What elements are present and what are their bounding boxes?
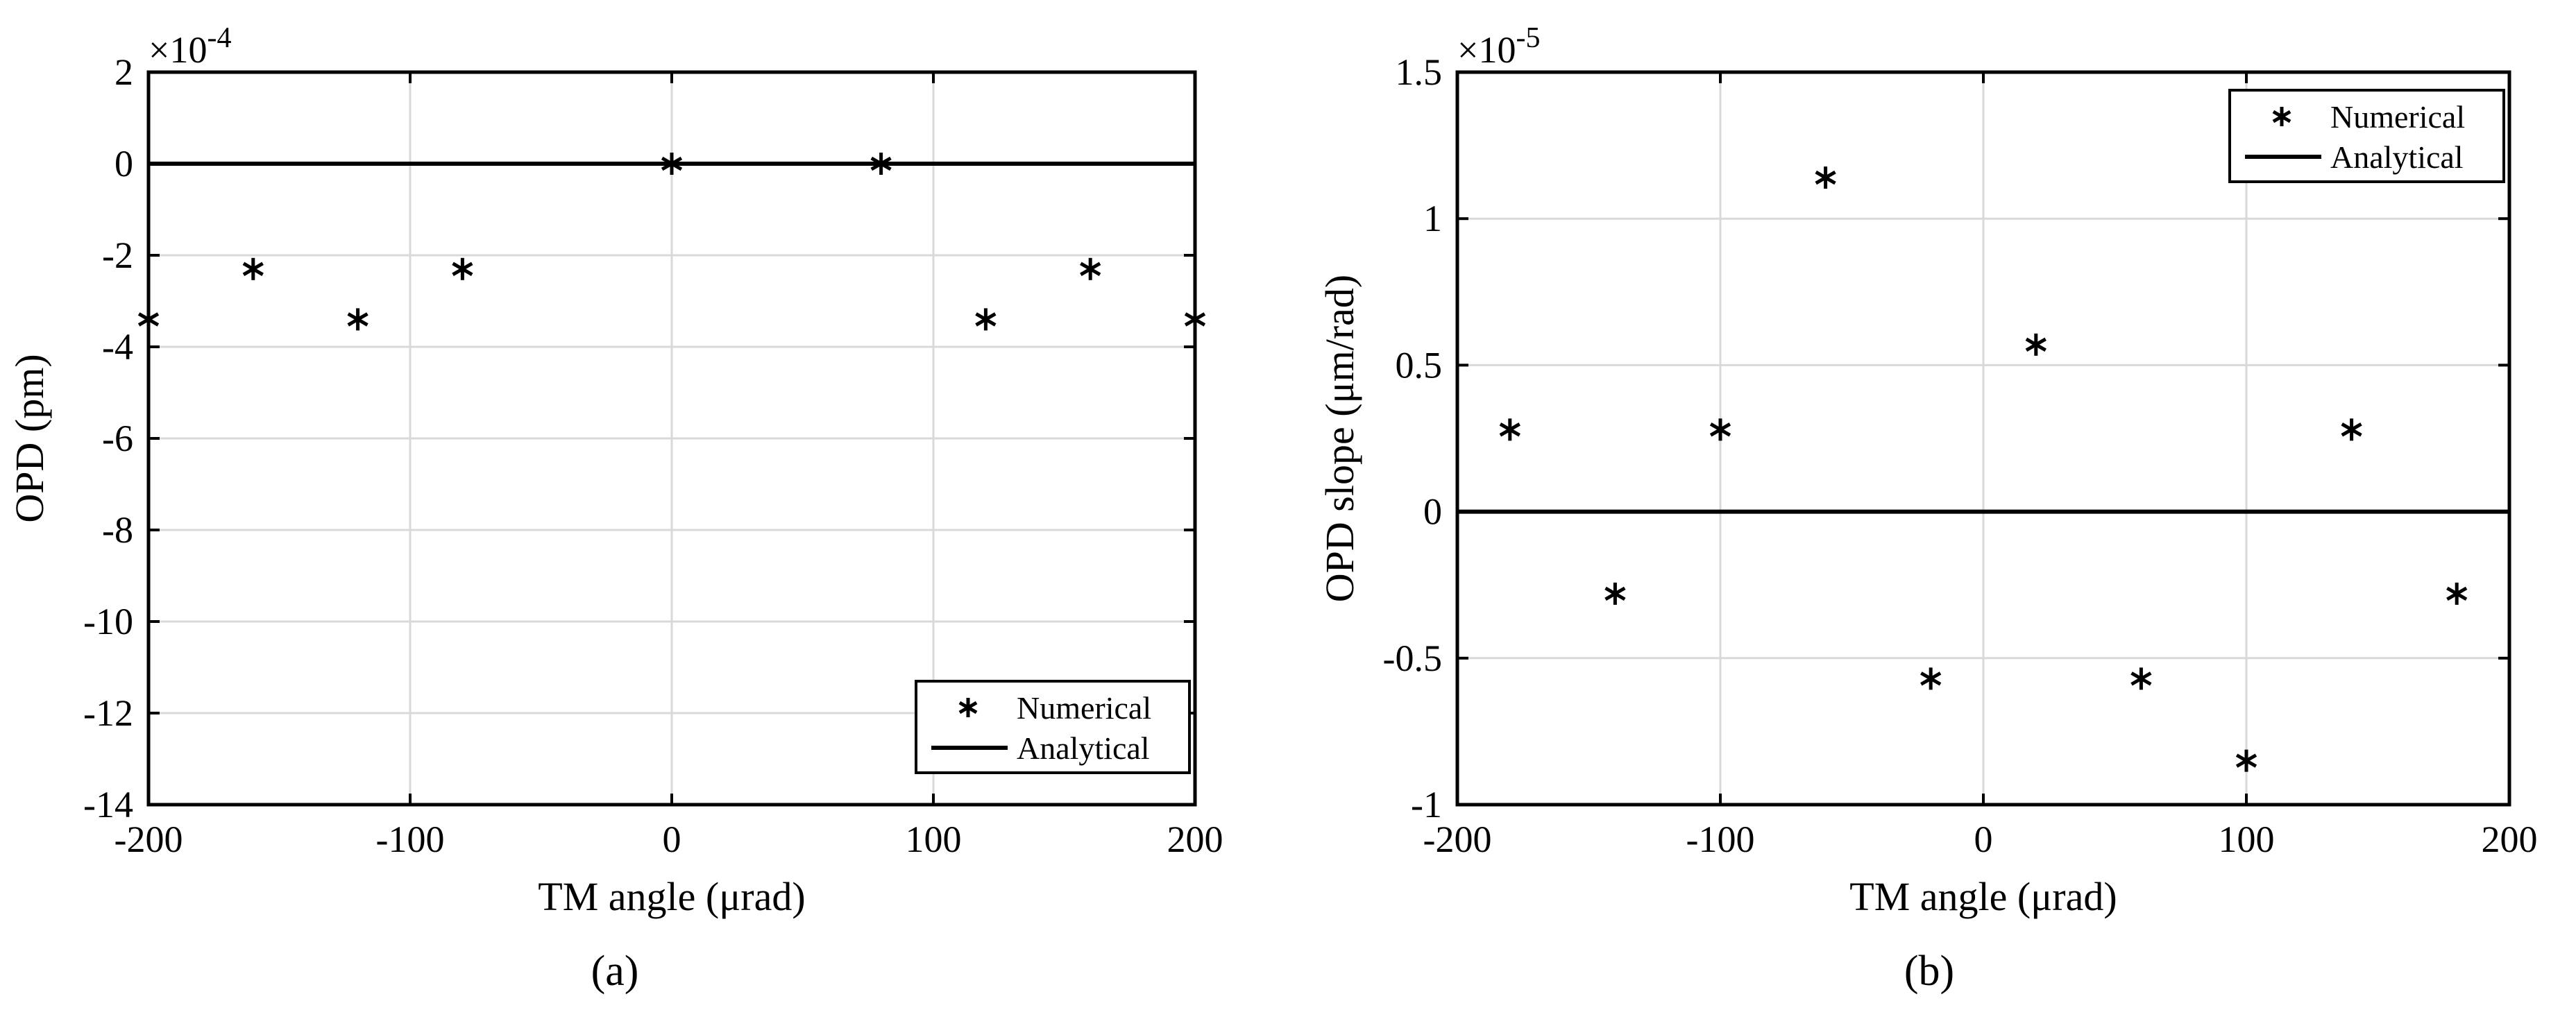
x-tick-label: -200	[115, 819, 183, 860]
y-tick-label: 0	[115, 143, 133, 185]
numerical-point	[1499, 418, 1520, 441]
numerical-point	[975, 308, 997, 331]
x-tick-label: -100	[1686, 819, 1755, 860]
y-tick-label: -1	[1411, 784, 1442, 825]
x-tick-label: 100	[2219, 819, 2275, 860]
legend-analytical-label: Analytical	[1017, 730, 1150, 766]
legend-box	[2228, 89, 2505, 183]
legend-numerical-marker	[2272, 107, 2291, 126]
x-axis-label: TM angle (μrad)	[1849, 874, 2117, 919]
y-tick-label: 2	[115, 51, 133, 93]
y-tick-label: -14	[83, 784, 133, 825]
legend: Numerical Analytical	[2228, 89, 2505, 183]
x-tick-label: 200	[2482, 819, 2538, 860]
y-tick-label: 1.5	[1396, 51, 1443, 93]
y-tick-label: -0.5	[1383, 637, 1442, 679]
y-tick-label: -8	[102, 509, 133, 551]
x-tick-label: 100	[906, 819, 962, 860]
y-tick-label: 0.5	[1396, 344, 1443, 386]
legend-numerical-label: Numerical	[1017, 690, 1151, 726]
panel-label: (b)	[1904, 948, 1954, 995]
x-tick-label: 0	[1974, 819, 1993, 860]
legend-numerical-marker	[958, 698, 978, 717]
legend-box	[915, 680, 1191, 774]
y-axis-label: OPD slope (μm/rad)	[1317, 275, 1362, 602]
numerical-point	[2446, 582, 2468, 605]
axes-frame	[1455, 70, 2511, 807]
legend: Numerical Analytical	[915, 680, 1191, 774]
y-tick-label: 1	[1423, 198, 1442, 239]
numerical-point	[1604, 582, 1626, 605]
numerical-point	[2025, 333, 2047, 356]
numerical-point	[347, 308, 368, 331]
numerical-point	[1920, 667, 1942, 690]
chart-panel-b: -200 -100 0 100 200 1.5 1 0.5 0 -0.5 -1 ×10-5 TM ang…	[1317, 22, 2538, 995]
numerical-point	[1080, 257, 1101, 280]
numerical-point	[452, 257, 473, 280]
x-tick-label: -100	[376, 819, 445, 860]
x-axis-label: TM angle (μrad)	[538, 874, 805, 919]
legend-numerical-label: Numerical	[2330, 99, 2465, 135]
y-tick-label: -4	[102, 326, 133, 368]
y-tick-label: -6	[102, 418, 133, 459]
numerical-point	[1815, 166, 1836, 189]
numerical-point	[2130, 667, 2152, 690]
y-axis-label: OPD (pm)	[7, 354, 52, 522]
numerical-point	[242, 257, 264, 280]
axes-frame	[146, 70, 1197, 807]
x-tick-label: 200	[1167, 819, 1223, 860]
y-tick-label: -10	[83, 601, 133, 642]
x-tick-label: 0	[663, 819, 681, 860]
numerical-point	[1709, 418, 1731, 441]
numerical-point	[2341, 418, 2362, 441]
panel-label: (a)	[591, 948, 639, 995]
y-exponent-label: ×10-4	[149, 22, 231, 71]
x-tick-label: -200	[1423, 819, 1492, 860]
y-tick-label: -12	[83, 692, 133, 734]
chart-panel-a: -200 -100 0 100 200 2 0 -2 -4 -6 -8 -10 -12 -14 ×10-4 T…	[7, 22, 1223, 995]
y-tick-label: 0	[1423, 491, 1442, 533]
y-tick-label: -2	[102, 234, 133, 276]
y-exponent-label: ×10-5	[1457, 22, 1540, 71]
numerical-point	[2235, 749, 2257, 772]
legend-analytical-label: Analytical	[2330, 139, 2464, 175]
